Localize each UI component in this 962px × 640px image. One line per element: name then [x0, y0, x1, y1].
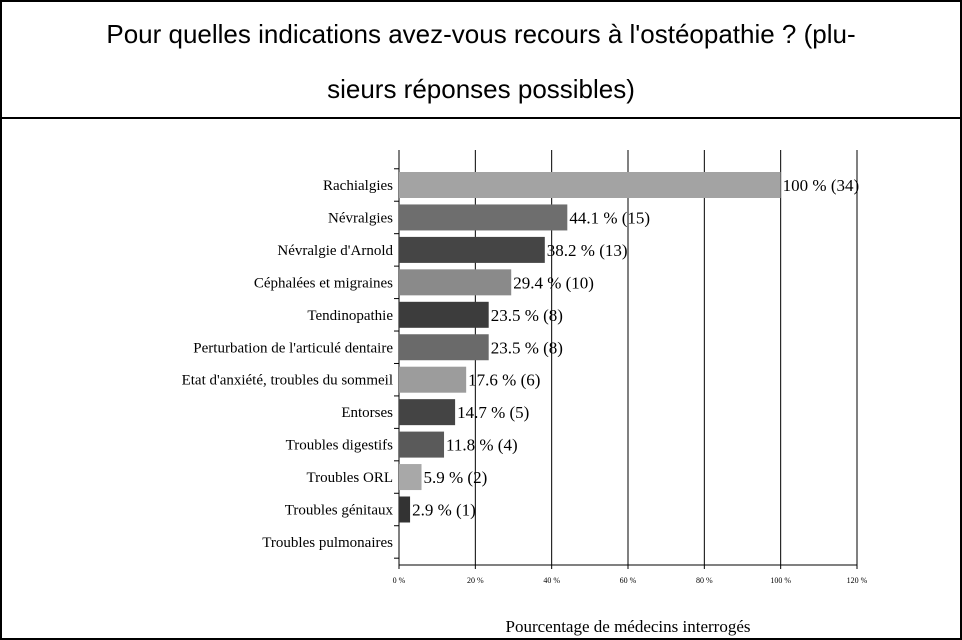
- y-tick-label: Rachialgies: [323, 178, 393, 194]
- y-tick-label: Troubles digestifs: [286, 438, 394, 454]
- y-tick-label: Céphalées et migraines: [254, 275, 393, 291]
- value-label: 2.9 % (1): [412, 501, 476, 520]
- x-tick-label: 120 %: [847, 576, 868, 585]
- bar: [399, 464, 422, 491]
- value-label: 100 % (34): [783, 176, 859, 195]
- value-label: 14.7 % (5): [457, 403, 529, 422]
- y-tick-label: Troubles ORL: [306, 470, 393, 486]
- x-tick-label: 100 %: [770, 576, 791, 585]
- bar: [399, 269, 512, 296]
- value-label: 17.6 % (6): [468, 371, 540, 390]
- value-label: 23.5 % (8): [491, 306, 563, 325]
- bar: [399, 496, 411, 523]
- x-tick-label: 80 %: [696, 576, 713, 585]
- bar: [399, 334, 489, 361]
- bar: [399, 172, 781, 198]
- bar: [399, 366, 467, 393]
- bar: [399, 431, 445, 458]
- chart-title: sieurs réponses possibles): [327, 74, 635, 104]
- y-tick-label: Tendinopathie: [307, 308, 393, 324]
- y-tick-label: Troubles pulmonaires: [262, 535, 393, 551]
- chart-title: Pour quelles indications avez-vous recou…: [106, 19, 855, 49]
- y-tick-label: Névralgie d'Arnold: [277, 243, 393, 259]
- y-tick-label: Entorses: [341, 405, 393, 421]
- y-tick-label: Perturbation de l'articulé dentaire: [193, 340, 393, 356]
- bar: [399, 399, 456, 426]
- x-tick-label: 0 %: [393, 576, 406, 585]
- value-label: 29.4 % (10): [513, 273, 594, 292]
- x-tick-label: 60 %: [620, 576, 637, 585]
- bar: [399, 204, 568, 231]
- bar: [399, 301, 489, 328]
- x-axis-label: Pourcentage de médecins interrogés: [506, 617, 751, 636]
- value-label: 11.8 % (4): [446, 436, 518, 455]
- x-tick-label: 40 %: [543, 576, 560, 585]
- value-label: 38.2 % (13): [547, 241, 628, 260]
- y-tick-label: Névralgies: [328, 210, 393, 226]
- y-tick-label: Etat d'anxiété, troubles du sommeil: [182, 373, 393, 389]
- value-label: 23.5 % (8): [491, 338, 563, 357]
- x-tick-label: 20 %: [467, 576, 484, 585]
- value-label: 5.9 % (2): [424, 468, 488, 487]
- value-label: 44.1 % (15): [569, 208, 650, 227]
- y-tick-label: Troubles génitaux: [285, 503, 394, 519]
- bar: [399, 236, 545, 263]
